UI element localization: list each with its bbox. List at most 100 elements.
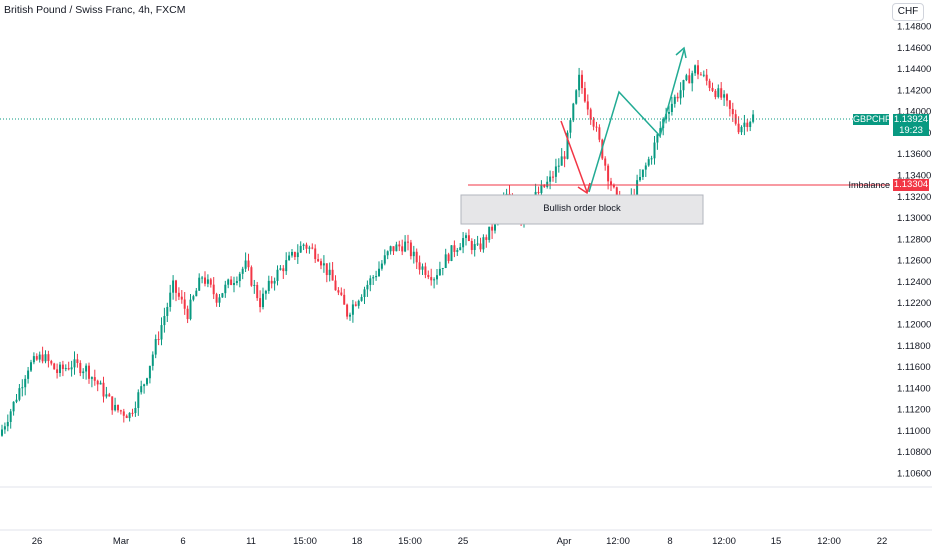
candle-body <box>12 401 15 412</box>
projection-down-arrow[interactable] <box>560 120 588 193</box>
time-axis[interactable]: 26 Mar 6 11 15:00 18 15:00 25 Apr 12:00 8 12:00 15 12… <box>32 536 888 547</box>
chart-overlays <box>0 46 890 225</box>
candle-body <box>331 269 334 281</box>
candle-body <box>398 244 401 247</box>
candle-body <box>392 246 395 252</box>
candle-body <box>697 65 699 75</box>
projection-up-arrow[interactable] <box>588 49 685 193</box>
candle-body <box>357 300 360 306</box>
candle-body <box>433 279 436 281</box>
x-tick-label: 18 <box>352 536 363 547</box>
candle-body <box>467 235 470 241</box>
candle-body <box>192 296 195 300</box>
candle-body <box>595 126 598 128</box>
candle-body <box>647 159 650 166</box>
candle-body <box>728 100 731 109</box>
candle-body <box>212 284 215 295</box>
candle-body <box>354 304 357 306</box>
candle-body <box>540 184 543 194</box>
candle-body <box>491 226 494 231</box>
y-tick-label: 1.14200 <box>897 85 931 96</box>
x-tick-label: 12:00 <box>712 536 736 547</box>
candle-body <box>311 247 314 249</box>
candle-body <box>163 316 166 326</box>
candle-body <box>259 298 262 308</box>
candle-body <box>215 294 218 303</box>
candle-body <box>186 308 189 320</box>
candle-body <box>479 243 482 250</box>
candle-body <box>740 126 743 133</box>
candle-body <box>276 269 279 281</box>
candle-body <box>366 284 369 290</box>
symbol-tag: GBPCHF <box>853 114 891 125</box>
candle-body <box>583 88 586 102</box>
candle-body <box>607 165 610 182</box>
candle-body <box>328 269 331 276</box>
candle-body <box>656 134 659 143</box>
candle-body <box>273 280 276 284</box>
y-tick-label: 1.14800 <box>897 22 931 33</box>
projection-down-arrowhead <box>577 182 591 195</box>
candle-body <box>198 277 201 291</box>
candle-body <box>441 268 444 270</box>
y-tick-label: 1.11600 <box>897 362 931 373</box>
candle-body <box>140 386 143 393</box>
candle-body <box>88 365 90 379</box>
candle-body <box>296 252 299 258</box>
candle-body <box>723 94 726 98</box>
candle-body <box>409 242 412 257</box>
x-tick-label: 15:00 <box>398 536 422 547</box>
candle-body <box>465 235 467 239</box>
order-block-box[interactable] <box>460 194 704 225</box>
candle-body <box>24 378 27 388</box>
candle-body <box>424 266 427 275</box>
candle-body <box>552 176 554 178</box>
candle-body <box>604 158 607 166</box>
price-axis[interactable]: 1.148001.146001.144001.142001.140001.138… <box>897 22 931 480</box>
candle-body <box>566 132 569 159</box>
candle-body <box>610 181 612 186</box>
candle-body <box>746 122 749 128</box>
x-tick-label: 26 <box>32 536 43 547</box>
candle-body <box>549 176 552 182</box>
x-tick-label: 22 <box>877 536 888 547</box>
x-tick-label: Mar <box>113 536 129 547</box>
x-tick-label: Apr <box>557 536 572 547</box>
candle-body <box>676 96 679 99</box>
currency-button[interactable]: CHF <box>892 3 924 21</box>
imbalance-label: Imbalance <box>848 180 890 190</box>
candle-body <box>291 251 293 256</box>
candle-body <box>38 354 41 360</box>
candle-body <box>172 280 175 293</box>
candle-body <box>459 247 462 251</box>
candle-body <box>221 293 224 298</box>
candle-body <box>653 142 656 159</box>
candle-body <box>482 237 485 250</box>
candle-body <box>372 277 375 279</box>
y-tick-label: 1.12800 <box>897 234 931 245</box>
candle-body <box>256 284 259 299</box>
candle-body <box>204 277 206 284</box>
candle-body <box>21 387 24 389</box>
candle-body <box>195 290 198 297</box>
candle-body <box>1 429 3 436</box>
candle-body <box>407 241 409 243</box>
candle-body <box>705 74 708 81</box>
candle-body <box>183 299 186 309</box>
candle-body <box>64 368 67 370</box>
candle-body <box>128 412 131 419</box>
candle-body <box>380 263 383 269</box>
candle-body <box>244 260 247 269</box>
candle-body <box>3 426 6 430</box>
candle-body <box>233 282 235 285</box>
candle-body <box>154 339 157 355</box>
x-tick-label: 12:00 <box>606 536 630 547</box>
candle-body <box>35 356 38 360</box>
candle-body <box>105 394 108 397</box>
candle-body <box>180 296 183 300</box>
candle-body <box>615 187 618 195</box>
y-tick-label: 1.13600 <box>897 149 931 160</box>
candle-body <box>363 289 366 298</box>
candle-body <box>44 354 47 362</box>
